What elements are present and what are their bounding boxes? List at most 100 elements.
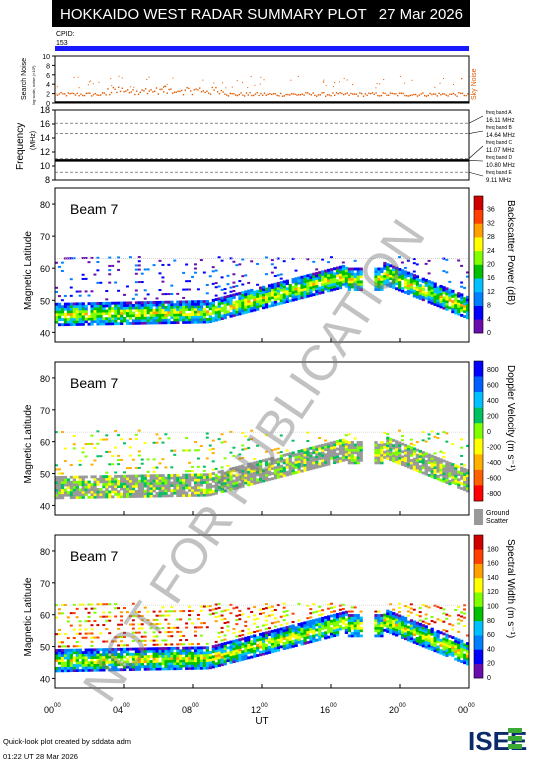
heatmap-cell	[327, 617, 331, 621]
heatmap-cell	[383, 261, 387, 265]
heatmap-cell	[155, 481, 159, 485]
time-tick-sup: 00	[330, 703, 337, 709]
heatmap-cell	[191, 318, 195, 322]
heatmap-cell	[185, 667, 189, 670]
heatmap-cell	[161, 276, 165, 279]
heatmap-cell	[398, 459, 402, 463]
heatmap-cell	[377, 634, 381, 638]
heatmap-cell	[392, 280, 396, 284]
heatmap-cell	[226, 486, 230, 490]
heatmap-cell	[196, 473, 201, 477]
heatmap-cell	[60, 472, 64, 475]
heatmap-cell	[409, 607, 413, 610]
heatmap-cell	[457, 473, 461, 477]
heatmap-cell	[448, 640, 452, 643]
heatmap-cell	[223, 609, 227, 612]
heatmap-cell	[164, 308, 168, 312]
heatmap-cell	[466, 489, 470, 493]
heatmap-cell	[90, 668, 94, 672]
heatmap-cell	[330, 449, 334, 453]
heatmap-cell	[253, 481, 257, 485]
heatmap-cell	[267, 651, 272, 654]
heatmap-cell	[253, 649, 257, 653]
heatmap-cell	[451, 289, 455, 293]
heatmap-cell	[427, 290, 431, 294]
heatmap-cell	[330, 451, 334, 455]
heatmap-cell	[167, 659, 171, 663]
noise-point	[94, 92, 96, 95]
heatmap-cell	[270, 263, 274, 266]
heatmap-cell	[66, 478, 71, 482]
heatmap-cell	[120, 477, 124, 481]
heatmap-cell	[84, 488, 88, 492]
heatmap-cell	[93, 666, 97, 670]
heatmap-cell	[389, 277, 393, 281]
heatmap-cell	[164, 639, 168, 642]
heatmap-cell	[102, 615, 106, 618]
heatmap-cell	[158, 667, 162, 671]
heatmap-cell	[146, 301, 150, 304]
heatmap-cell	[188, 476, 192, 480]
heatmap-cell	[327, 607, 331, 610]
heatmap-cell	[238, 656, 242, 659]
heatmap-cell	[247, 480, 251, 484]
heatmap-cell	[460, 306, 464, 310]
heatmap-cell	[424, 638, 428, 641]
noise-point	[157, 93, 159, 95]
heatmap-cell	[152, 484, 156, 488]
heatmap-cell	[463, 612, 467, 615]
heatmap-cell	[259, 643, 263, 646]
heatmap-cell	[421, 453, 425, 457]
heatmap-cell	[146, 662, 150, 666]
heatmap-cell	[143, 606, 147, 609]
heatmap-cell	[161, 654, 165, 658]
heatmap-cell	[72, 434, 76, 437]
heatmap-cell	[244, 657, 248, 660]
heatmap-cell	[433, 639, 437, 642]
heatmap-cell	[309, 467, 313, 471]
heatmap-cell	[214, 662, 218, 666]
noise-point	[130, 91, 132, 93]
noise-ytick-label: 8	[46, 63, 50, 70]
lat-ylabel: Magnetic Latitude	[23, 577, 34, 656]
heatmap-cell	[273, 609, 277, 612]
heatmap-cell	[191, 488, 195, 492]
heatmap-cell	[270, 293, 275, 297]
heatmap-cell	[220, 610, 224, 613]
heatmap-cell	[155, 308, 159, 312]
heatmap-cell	[430, 301, 434, 305]
heatmap-cell	[324, 633, 328, 637]
heatmap-cell	[285, 453, 289, 456]
noise-point	[370, 92, 372, 95]
heatmap-cell	[152, 652, 156, 656]
heatmap-cell	[182, 662, 186, 665]
heatmap-cell	[173, 313, 177, 317]
heatmap-cell	[350, 631, 354, 635]
heatmap-cell	[176, 308, 180, 312]
heatmap-cell	[294, 633, 298, 637]
heatmap-cell	[285, 646, 289, 650]
heatmap-cell	[69, 305, 74, 308]
heatmap-cell	[288, 457, 292, 461]
heatmap-cell	[377, 267, 381, 271]
noise-point	[262, 94, 264, 96]
heatmap-cell	[99, 307, 103, 311]
heatmap-cell	[158, 649, 162, 653]
noise-point	[111, 85, 113, 87]
heatmap-cell	[398, 617, 402, 620]
heatmap-cell	[306, 617, 310, 620]
heatmap-cell	[155, 486, 159, 490]
heatmap-cell	[303, 448, 307, 452]
heatmap-cell	[300, 449, 304, 453]
noise-point	[85, 92, 87, 95]
heatmap-cell	[238, 280, 242, 283]
heatmap-cell	[412, 460, 417, 464]
heatmap-cell	[93, 661, 97, 664]
heatmap-cell	[359, 282, 363, 286]
heatmap-cell	[208, 485, 213, 489]
heatmap-cell	[270, 477, 275, 481]
heatmap-cell	[350, 458, 354, 462]
heatmap-cell	[330, 627, 334, 631]
heatmap-cell	[60, 664, 65, 668]
heatmap-cell	[389, 458, 393, 462]
